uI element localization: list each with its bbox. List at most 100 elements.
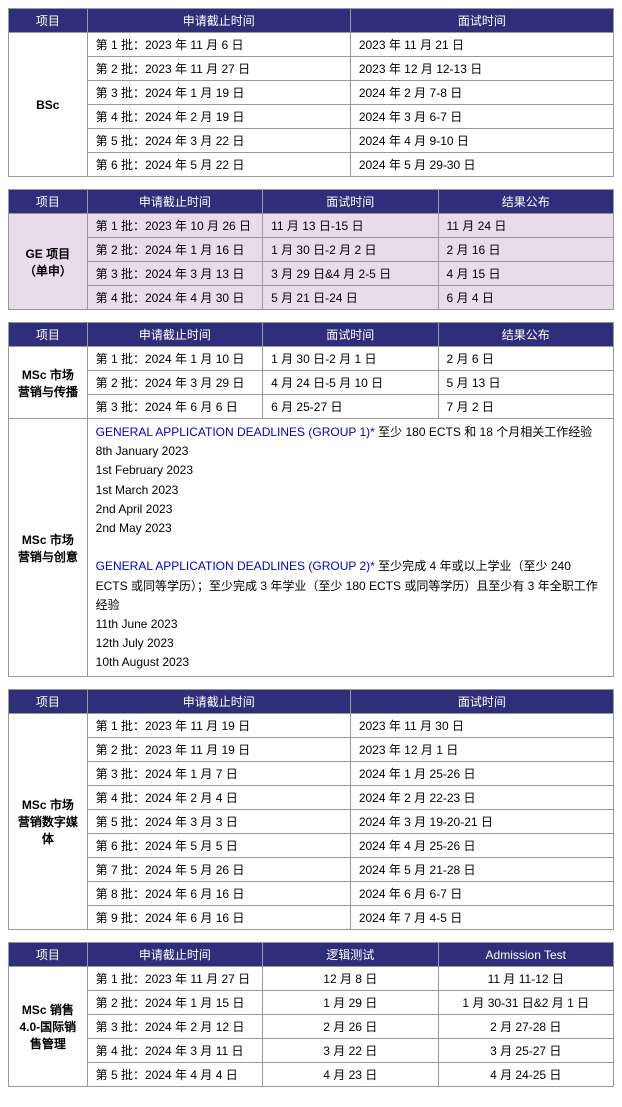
header-row: 项目 申请截止时间 逻辑测试 Admission Test [9,943,614,967]
table-cell: 2 月 6 日 [438,347,613,371]
table-row: 第 4 批：2024 年 3 月 11 日3 月 22 日3 月 25-27 日 [9,1039,614,1063]
table-cell: 2024 年 4 月 9-10 日 [350,129,613,153]
table-msc-marketing: 项目 申请截止时间 面试时间 结果公布 MSc 市场营销与传播第 1 批：202… [8,322,614,677]
table-cell: 第 8 批：2024 年 6 月 16 日 [87,882,350,906]
table-cell: 第 5 批：2024 年 3 月 3 日 [87,810,350,834]
table-cell: 6 月 4 日 [438,286,613,310]
table-cell: 第 4 批：2024 年 2 月 4 日 [87,786,350,810]
table-row: 第 3 批：2024 年 6 月 6 日6 月 25-27 日7 月 2 日 [9,395,614,419]
table-cell: 2023 年 11 月 21 日 [350,33,613,57]
th-deadline: 申请截止时间 [87,190,262,214]
table-cell: 5 月 21 日-24 日 [263,286,438,310]
long-content-cell: GENERAL APPLICATION DEADLINES (GROUP 1)*… [87,419,613,677]
th-program: 项目 [9,190,88,214]
table-cell: 1 月 30 日-2 月 2 日 [263,238,438,262]
th-program: 项目 [9,9,88,33]
program-cell: MSc 销售 4.0-国际销售管理 [9,967,88,1087]
th-deadline: 申请截止时间 [87,690,350,714]
th-result: 结果公布 [438,190,613,214]
header-row: 项目 申请截止时间 面试时间 结果公布 [9,190,614,214]
table-cell: 2 月 26 日 [263,1015,438,1039]
th-interview: 面试时间 [263,323,438,347]
table-row: 第 2 批：2024 年 1 月 15 日1 月 29 日1 月 30-31 日… [9,991,614,1015]
table-cell: 2024 年 1 月 25-26 日 [350,762,613,786]
th-result: 结果公布 [438,323,613,347]
table-row: 第 3 批：2024 年 2 月 12 日2 月 26 日2 月 27-28 日 [9,1015,614,1039]
table-cell: 2023 年 12 月 1 日 [350,738,613,762]
table-row: 第 5 批：2024 年 4 月 4 日4 月 23 日4 月 24-25 日 [9,1063,614,1087]
table-cell: 第 3 批：2024 年 6 月 6 日 [87,395,262,419]
table-cell: 第 1 批：2023 年 11 月 6 日 [87,33,350,57]
table-row: MSc 市场营销与创意GENERAL APPLICATION DEADLINES… [9,419,614,677]
table-cell: 第 2 批：2024 年 1 月 16 日 [87,238,262,262]
th-program: 项目 [9,323,88,347]
table-row: 第 3 批：2024 年 1 月 7 日2024 年 1 月 25-26 日 [9,762,614,786]
table-cell: 第 1 批：2023 年 10 月 26 日 [87,214,262,238]
table-row: MSc 销售 4.0-国际销售管理第 1 批：2023 年 11 月 27 日1… [9,967,614,991]
table-cell: 7 月 2 日 [438,395,613,419]
table-cell: 2024 年 5 月 21-28 日 [350,858,613,882]
table-cell: 第 2 批：2024 年 3 月 29 日 [87,371,262,395]
table-cell: 2024 年 3 月 6-7 日 [350,105,613,129]
program-cell: GE 项目（单申） [9,214,88,310]
table-cell: 2 月 16 日 [438,238,613,262]
th-program: 项目 [9,690,88,714]
table-cell: 1 月 30-31 日&2 月 1 日 [438,991,613,1015]
table-row: 第 6 批：2024 年 5 月 22 日2024 年 5 月 29-30 日 [9,153,614,177]
table-cell: 2023 年 11 月 30 日 [350,714,613,738]
program-cell: BSc [9,33,88,177]
th-admission: Admission Test [438,943,613,967]
table-cell: 第 1 批：2024 年 1 月 10 日 [87,347,262,371]
program-cell: MSc 市场营销与创意 [9,419,88,677]
th-deadline: 申请截止时间 [87,323,262,347]
table-cell: 第 5 批：2024 年 4 月 4 日 [87,1063,262,1087]
table-cell: 第 9 批：2024 年 6 月 16 日 [87,906,350,930]
th-deadline: 申请截止时间 [87,9,350,33]
table-row: 第 6 批：2024 年 5 月 5 日2024 年 4 月 25-26 日 [9,834,614,858]
table-row: 第 4 批：2024 年 2 月 19 日2024 年 3 月 6-7 日 [9,105,614,129]
table-cell: 第 2 批：2023 年 11 月 19 日 [87,738,350,762]
table-cell: 2023 年 12 月 12-13 日 [350,57,613,81]
th-interview: 面试时间 [350,690,613,714]
table-row: 第 4 批：2024 年 2 月 4 日2024 年 2 月 22-23 日 [9,786,614,810]
table-row: MSc 市场营销与传播第 1 批：2024 年 1 月 10 日1 月 30 日… [9,347,614,371]
table-cell: 11 月 24 日 [438,214,613,238]
table-cell: 第 3 批：2024 年 1 月 7 日 [87,762,350,786]
table-row: 第 3 批：2024 年 3 月 13 日3 月 29 日&4 月 2-5 日4… [9,262,614,286]
program-cell: MSc 市场营销数字媒体 [9,714,88,930]
table-cell: 第 5 批：2024 年 3 月 22 日 [87,129,350,153]
table-row: 第 5 批：2024 年 3 月 22 日2024 年 4 月 9-10 日 [9,129,614,153]
table-cell: 1 月 29 日 [263,991,438,1015]
table-cell: 4 月 24-25 日 [438,1063,613,1087]
table-cell: 4 月 15 日 [438,262,613,286]
th-interview: 面试时间 [350,9,613,33]
table-row: 第 9 批：2024 年 6 月 16 日2024 年 7 月 4-5 日 [9,906,614,930]
table-row: MSc 市场营销数字媒体第 1 批：2023 年 11 月 19 日2023 年… [9,714,614,738]
table-cell: 第 3 批：2024 年 1 月 19 日 [87,81,350,105]
table-cell: 4 月 24 日-5 月 10 日 [263,371,438,395]
th-program: 项目 [9,943,88,967]
th-deadline: 申请截止时间 [87,943,262,967]
table-row: 第 4 批：2024 年 4 月 30 日5 月 21 日-24 日6 月 4 … [9,286,614,310]
table-cell: 第 7 批：2024 年 5 月 26 日 [87,858,350,882]
table-row: 第 2 批：2023 年 11 月 19 日2023 年 12 月 1 日 [9,738,614,762]
table-cell: 2024 年 2 月 7-8 日 [350,81,613,105]
program-cell: MSc 市场营销与传播 [9,347,88,419]
table-row: 第 7 批：2024 年 5 月 26 日2024 年 5 月 21-28 日 [9,858,614,882]
table-cell: 2024 年 4 月 25-26 日 [350,834,613,858]
table-cell: 3 月 25-27 日 [438,1039,613,1063]
table-cell: 第 2 批：2024 年 1 月 15 日 [87,991,262,1015]
header-row: 项目 申请截止时间 面试时间 [9,690,614,714]
table-cell: 2024 年 3 月 19-20-21 日 [350,810,613,834]
table-cell: 3 月 29 日&4 月 2-5 日 [263,262,438,286]
table-cell: 2024 年 6 月 6-7 日 [350,882,613,906]
header-row: 项目 申请截止时间 面试时间 [9,9,614,33]
table-cell: 第 4 批：2024 年 4 月 30 日 [87,286,262,310]
table-cell: 5 月 13 日 [438,371,613,395]
table-cell: 第 1 批：2023 年 11 月 19 日 [87,714,350,738]
table-cell: 6 月 25-27 日 [263,395,438,419]
header-row: 项目 申请截止时间 面试时间 结果公布 [9,323,614,347]
table-cell: 第 4 批：2024 年 3 月 11 日 [87,1039,262,1063]
table-row: 第 2 批：2023 年 11 月 27 日2023 年 12 月 12-13 … [9,57,614,81]
table-cell: 第 6 批：2024 年 5 月 22 日 [87,153,350,177]
